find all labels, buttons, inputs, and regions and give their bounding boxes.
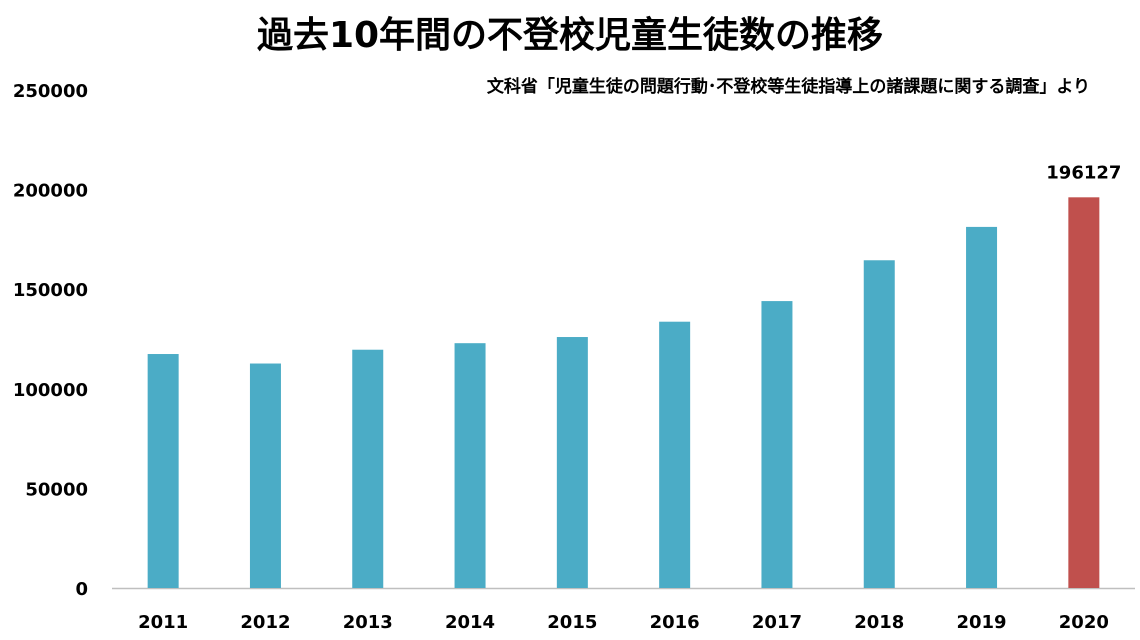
bar-2017 <box>761 301 793 588</box>
bar-2011 <box>147 354 179 588</box>
x-tick-label: 2013 <box>343 612 393 633</box>
x-tick-label: 2019 <box>956 612 1006 633</box>
data-label: 196127 <box>1046 162 1121 183</box>
x-tick-label: 2015 <box>547 612 597 633</box>
x-tick-label: 2014 <box>445 612 495 633</box>
bar-2018 <box>863 260 895 588</box>
bar-2015 <box>556 337 588 588</box>
chart-source-note: 文科省「児童生徒の問題行動･不登校等生徒指導上の諸課題に関する調査」より <box>486 77 1090 97</box>
y-tick-label: 0 <box>75 579 88 600</box>
y-tick-label: 250000 <box>13 81 88 102</box>
y-tick-label: 200000 <box>13 181 88 202</box>
x-tick-label: 2011 <box>138 612 188 633</box>
bar-2016 <box>659 321 691 588</box>
bar-2019 <box>966 226 998 588</box>
x-tick-label: 2017 <box>752 612 802 633</box>
y-tick-label: 100000 <box>13 380 88 401</box>
x-tick-label: 2020 <box>1059 612 1109 633</box>
bar-2013 <box>352 349 384 588</box>
bar-2020 <box>1068 197 1100 589</box>
bar-2012 <box>249 363 281 588</box>
y-tick-label: 150000 <box>13 280 88 301</box>
bar-2014 <box>454 343 486 588</box>
chart-title: 過去10年間の不登校児童生徒数の推移 <box>256 15 884 56</box>
x-tick-label: 2018 <box>854 612 904 633</box>
x-tick-label: 2016 <box>650 612 700 633</box>
y-tick-label: 50000 <box>25 479 88 500</box>
x-tick-label: 2012 <box>240 612 290 633</box>
